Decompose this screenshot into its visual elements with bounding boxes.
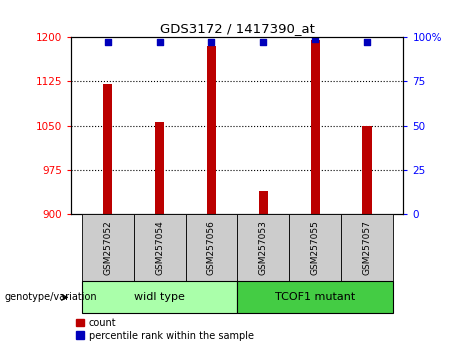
Point bbox=[363, 40, 371, 45]
Bar bbox=[103, 84, 112, 214]
Bar bbox=[237, 214, 290, 281]
Bar bbox=[207, 46, 216, 214]
Legend: count, percentile rank within the sample: count, percentile rank within the sample bbox=[77, 318, 254, 341]
Text: GSM257054: GSM257054 bbox=[155, 221, 164, 275]
Bar bbox=[311, 40, 320, 214]
Text: GSM257055: GSM257055 bbox=[311, 220, 320, 275]
Bar bbox=[82, 281, 237, 313]
Bar bbox=[341, 214, 393, 281]
Point bbox=[312, 36, 319, 42]
Bar bbox=[259, 190, 268, 214]
Point bbox=[104, 40, 112, 45]
Text: GSM257052: GSM257052 bbox=[103, 221, 112, 275]
Title: GDS3172 / 1417390_at: GDS3172 / 1417390_at bbox=[160, 22, 315, 35]
Text: GSM257056: GSM257056 bbox=[207, 220, 216, 275]
Text: widl type: widl type bbox=[134, 292, 185, 302]
Bar bbox=[185, 214, 237, 281]
Text: TCOF1 mutant: TCOF1 mutant bbox=[275, 292, 355, 302]
Bar bbox=[82, 214, 134, 281]
Bar bbox=[290, 214, 341, 281]
Text: GSM257057: GSM257057 bbox=[362, 220, 372, 275]
Text: GSM257053: GSM257053 bbox=[259, 220, 268, 275]
Bar bbox=[155, 121, 164, 214]
Text: genotype/variation: genotype/variation bbox=[5, 292, 97, 302]
Point bbox=[260, 40, 267, 45]
Point bbox=[156, 40, 163, 45]
Bar bbox=[362, 126, 372, 214]
Bar bbox=[237, 281, 393, 313]
Point bbox=[208, 40, 215, 45]
Bar bbox=[134, 214, 185, 281]
